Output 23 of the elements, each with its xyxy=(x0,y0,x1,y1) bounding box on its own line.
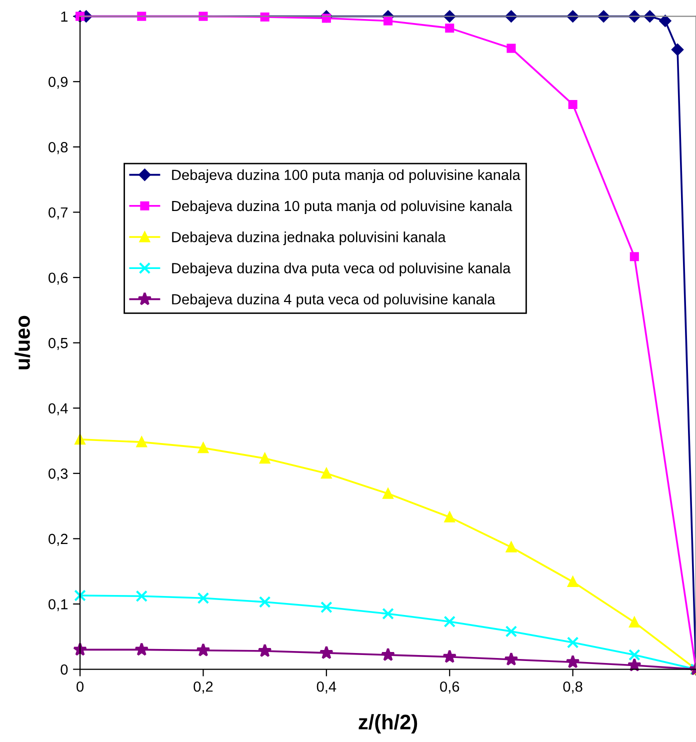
y-tick-label: 0 xyxy=(60,664,68,675)
y-tick-label: 0,5 xyxy=(48,338,68,350)
x-tick-label: 0 xyxy=(76,681,84,692)
legend-label: Debajeva duzina jednaka poluvisini kanala xyxy=(172,232,446,246)
legend-label: Debajeva duzina dva puta veca od poluvisine kanala xyxy=(172,262,511,276)
y-tick-label: 0,7 xyxy=(48,207,68,220)
y-tick-label: 1 xyxy=(61,12,68,22)
legend-label: Debajeva duzina 4 puta veca od poluvisine kanala xyxy=(172,294,496,308)
y-tick-label: 0,8 xyxy=(48,142,68,154)
y-tick-label: 0,6 xyxy=(48,272,68,285)
x-tick-label: 0,8 xyxy=(563,681,582,694)
y-tick-label: 0,1 xyxy=(48,599,68,612)
legend-label: Debajeva duzina 100 puta manja od poluvisine kanala xyxy=(172,169,520,183)
y-tick-label: 0,3 xyxy=(48,468,68,481)
y-tick-label: 0,2 xyxy=(48,534,68,546)
y-tick-label: 0,4 xyxy=(48,403,68,416)
x-tick-label: 0,6 xyxy=(440,681,460,694)
x-tick-label: 0,4 xyxy=(316,681,336,694)
y-tick-label: 0,9 xyxy=(48,76,68,89)
legend-label: Debajeva duzina 10 puta manja od poluvisine kanala xyxy=(172,200,512,214)
y-axis-title: u/ueo xyxy=(14,316,30,370)
x-axis-title: z/(h/2) xyxy=(358,714,418,734)
x-tick-label: 0,2 xyxy=(194,681,213,694)
